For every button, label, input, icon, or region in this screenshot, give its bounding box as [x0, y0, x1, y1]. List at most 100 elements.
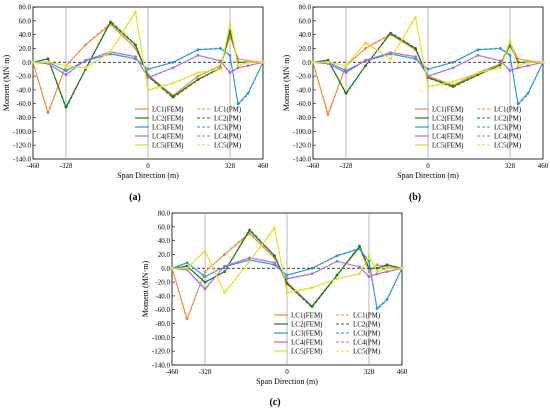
y-tick-label: -100.0: [293, 128, 312, 136]
data-point: [326, 60, 330, 64]
y-axis-title: Moment (MN·m): [2, 55, 11, 112]
data-point: [236, 64, 240, 68]
x-tick-label: -328: [199, 368, 212, 376]
data-point: [223, 253, 226, 256]
legend-label: LC4(PM): [353, 339, 381, 347]
legend-label: LC4(FEM): [432, 133, 464, 141]
y-tick-label: 80.0: [299, 4, 312, 12]
panel-label: (a): [129, 192, 141, 203]
series-line-pm: [172, 225, 402, 295]
x-tick-label: -328: [60, 162, 73, 170]
y-tick-label: -100.0: [13, 128, 32, 136]
y-tick-label: -20.0: [296, 73, 311, 81]
y-tick-label: 20.0: [19, 45, 32, 53]
y-tick-label: -120.0: [152, 348, 171, 356]
legend-label: LC5(FEM): [291, 348, 323, 356]
legend-label: LC4(PM): [214, 133, 242, 141]
y-axis-title: Moment (MN·m): [141, 261, 150, 318]
y-tick-label: 20.0: [158, 251, 171, 259]
series-line-pm: [312, 31, 543, 96]
legend-label: LC5(PM): [494, 142, 522, 150]
y-tick-label: -60.0: [155, 306, 170, 314]
y-tick-label: -60.0: [296, 100, 311, 108]
legend-label: LC3(PM): [353, 330, 381, 338]
legend-label: LC3(FEM): [291, 330, 323, 338]
data-point: [526, 64, 530, 68]
data-point: [385, 297, 389, 301]
series-line-pm: [171, 228, 403, 309]
y-tick-label: 0.0: [22, 59, 31, 67]
series-line-pm: [32, 51, 264, 79]
x-tick-label: 328: [225, 162, 236, 170]
x-tick-label: -460: [166, 368, 179, 376]
y-tick-label: -140.0: [13, 156, 32, 164]
data-point: [375, 272, 379, 276]
y-tick-label: 20.0: [299, 45, 312, 53]
x-tick-label: -460: [307, 162, 320, 170]
y-tick-label: 60.0: [158, 223, 171, 231]
legend-label: LC2(PM): [214, 115, 242, 123]
x-tick-label: -460: [27, 162, 40, 170]
legend-label: LC1(FEM): [152, 106, 184, 114]
x-tick-label: 460: [397, 368, 408, 376]
x-tick-label: 460: [538, 162, 549, 170]
data-point: [196, 48, 200, 52]
x-tick-label: 328: [505, 162, 516, 170]
legend-label: LC2(FEM): [152, 115, 184, 123]
x-tick-label: 0: [146, 162, 150, 170]
panel-label: (b): [409, 192, 421, 203]
legend-label: LC1(FEM): [291, 312, 323, 320]
legend-label: LC3(FEM): [432, 124, 464, 132]
y-tick-label: 0.0: [161, 265, 170, 273]
series-line-pm: [33, 9, 263, 92]
data-point: [389, 57, 392, 61]
data-point: [476, 48, 480, 52]
data-point: [84, 43, 87, 47]
series-line-pm: [33, 47, 264, 107]
y-tick-label: -80.0: [296, 114, 311, 122]
legend-label: LC2(FEM): [291, 321, 323, 329]
data-point: [134, 55, 137, 59]
series-line-pm: [171, 257, 403, 291]
y-tick-label: -40.0: [155, 292, 170, 300]
data-point: [400, 266, 404, 270]
y-tick-label: -80.0: [16, 114, 31, 122]
y-tick-label: 40.0: [19, 31, 32, 39]
x-tick-label: 0: [426, 162, 430, 170]
data-point: [219, 67, 222, 71]
y-tick-label: 80.0: [19, 4, 32, 12]
data-point: [335, 254, 339, 258]
legend-label: LC1(PM): [494, 106, 522, 114]
legend-label: LC4(PM): [494, 133, 522, 141]
y-tick-label: -60.0: [16, 100, 31, 108]
data-point: [476, 71, 480, 75]
series-line-pm: [312, 51, 544, 78]
series-line-pm: [312, 33, 544, 118]
data-point: [385, 266, 389, 270]
x-tick-label: -328: [340, 162, 353, 170]
y-tick-label: -120.0: [13, 142, 32, 150]
y-tick-label: 80.0: [158, 210, 171, 218]
y-tick-label: 40.0: [158, 237, 171, 245]
data-point: [64, 64, 68, 68]
data-point: [516, 66, 520, 70]
x-tick-label: 0: [285, 368, 289, 376]
y-tick-label: -120.0: [293, 142, 312, 150]
x-axis-title: Span Direction (m): [256, 377, 318, 386]
data-point: [203, 287, 207, 291]
legend-label: LC3(FEM): [152, 124, 184, 132]
y-tick-label: 40.0: [299, 31, 312, 39]
x-tick-label: 460: [258, 162, 269, 170]
legend-label: LC1(PM): [353, 312, 381, 320]
y-tick-label: 60.0: [19, 17, 32, 25]
data-point: [385, 270, 389, 274]
data-point: [344, 64, 348, 68]
legend-label: LC2(PM): [353, 321, 381, 329]
legend-label: LC5(FEM): [432, 142, 464, 150]
legend-label: LC5(FEM): [152, 142, 184, 150]
data-point: [196, 74, 200, 78]
legend-label: LC5(PM): [214, 142, 242, 150]
panel-label: (c): [269, 397, 280, 408]
legend-label: LC2(PM): [494, 115, 522, 123]
